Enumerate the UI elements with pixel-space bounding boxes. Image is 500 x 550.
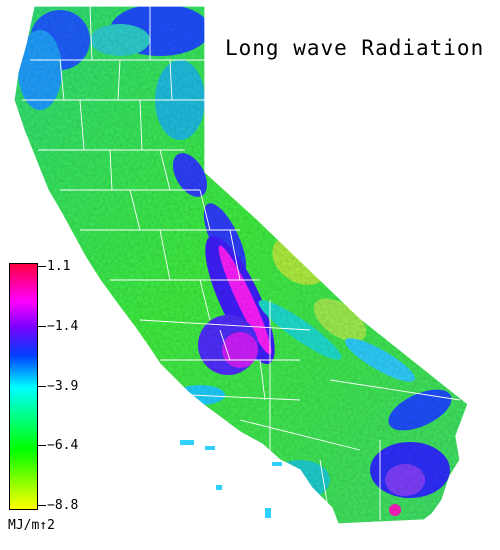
legend-tick-label: −6.4 [47, 438, 79, 454]
legend-tick-label: −3.9 [47, 378, 79, 394]
legend-tick-label: −1.4 [47, 318, 79, 334]
legend-tick [38, 505, 46, 506]
legend-tick-label: 1.1 [47, 259, 71, 274]
legend-colorbar [9, 263, 38, 510]
legend-unit: MJ/m↑2 [8, 518, 55, 533]
legend-tick [38, 325, 46, 327]
county-boundaries [13, 5, 469, 525]
channel-islands [180, 440, 282, 518]
map-title: Long wave Radiation [225, 36, 485, 60]
legend-tick [38, 445, 46, 447]
legend-tick-label: −8.8 [47, 498, 79, 513]
legend-tick [38, 266, 46, 267]
legend-tick [38, 385, 46, 387]
